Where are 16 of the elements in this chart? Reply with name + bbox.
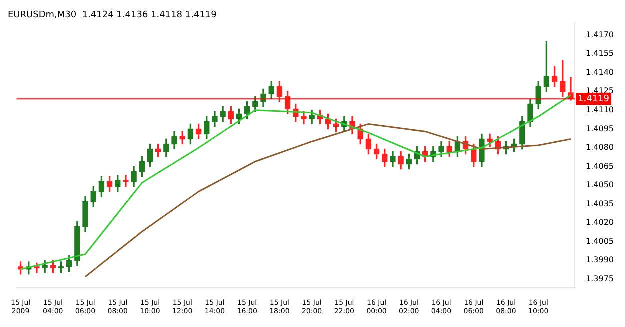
y-tick-label: 1.4050 bbox=[586, 180, 614, 190]
y-tick-label: 1.3975 bbox=[586, 274, 614, 284]
y-tick-label: 1.4155 bbox=[586, 49, 614, 58]
y-tick-label: 1.4080 bbox=[586, 143, 614, 152]
y-tick-label: 1.4005 bbox=[586, 236, 614, 246]
y-tick-label: 1.4020 bbox=[586, 218, 614, 228]
y-tick-label: 1.3990 bbox=[586, 256, 614, 265]
y-tick-label: 1.4110 bbox=[586, 106, 614, 115]
y-tick-label: 1.4095 bbox=[586, 124, 614, 134]
chart-title: EURUSDm,M30 1.4124 1.4136 1.4118 1.4119 bbox=[8, 10, 218, 21]
y-tick-label: 1.4035 bbox=[586, 199, 614, 208]
y-tick-label: 1.4170 bbox=[586, 30, 614, 40]
candlestick bbox=[123, 175, 129, 188]
ref-line-label: 1.4119 bbox=[578, 94, 610, 105]
y-tick-label: 1.4140 bbox=[586, 68, 614, 77]
y-tick-label: 1.4065 bbox=[586, 162, 614, 171]
